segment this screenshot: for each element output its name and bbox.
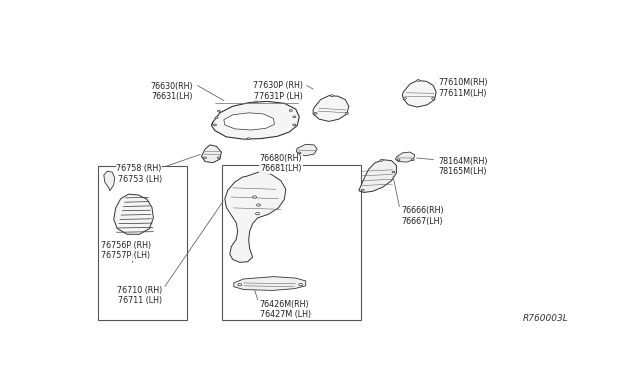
- Circle shape: [417, 80, 420, 81]
- Circle shape: [314, 112, 317, 114]
- Text: 76710 (RH)
76711 (LH): 76710 (RH) 76711 (LH): [116, 286, 162, 305]
- Polygon shape: [296, 144, 317, 156]
- Circle shape: [257, 204, 260, 206]
- Circle shape: [403, 97, 406, 99]
- Circle shape: [412, 159, 414, 161]
- Text: 76630(RH)
76631(LH): 76630(RH) 76631(LH): [150, 82, 193, 101]
- Circle shape: [292, 124, 296, 126]
- Text: 78164M(RH)
78165M(LH): 78164M(RH) 78165M(LH): [438, 157, 488, 176]
- Text: 76666(RH)
76667(LH): 76666(RH) 76667(LH): [401, 206, 444, 226]
- Circle shape: [255, 212, 260, 215]
- Circle shape: [298, 152, 301, 154]
- Text: 76680(RH)
76681(LH): 76680(RH) 76681(LH): [260, 154, 302, 173]
- Polygon shape: [225, 172, 286, 262]
- Circle shape: [299, 283, 303, 286]
- Polygon shape: [202, 145, 221, 163]
- Text: 77610M(RH)
77611M(LH): 77610M(RH) 77611M(LH): [438, 78, 488, 98]
- Polygon shape: [114, 194, 154, 234]
- Polygon shape: [313, 96, 349, 121]
- Circle shape: [380, 160, 383, 161]
- Text: 76756P (RH)
76757P (LH): 76756P (RH) 76757P (LH): [101, 241, 151, 260]
- Circle shape: [397, 159, 400, 161]
- Circle shape: [237, 283, 242, 286]
- Circle shape: [361, 189, 364, 191]
- Polygon shape: [396, 152, 415, 162]
- Circle shape: [247, 138, 250, 140]
- Polygon shape: [359, 160, 396, 192]
- Bar: [99, 166, 187, 320]
- Circle shape: [330, 95, 333, 96]
- Text: 76758 (RH)
76753 (LH): 76758 (RH) 76753 (LH): [116, 164, 162, 184]
- Polygon shape: [211, 101, 300, 139]
- Text: R760003L: R760003L: [523, 314, 568, 323]
- Circle shape: [289, 110, 292, 111]
- Circle shape: [253, 196, 257, 198]
- Bar: [222, 165, 361, 320]
- Polygon shape: [234, 277, 306, 291]
- Circle shape: [215, 117, 218, 119]
- Text: 76426M(RH)
76427M (LH): 76426M(RH) 76427M (LH): [260, 299, 310, 319]
- Polygon shape: [224, 113, 275, 130]
- Polygon shape: [104, 171, 115, 191]
- Circle shape: [218, 157, 220, 158]
- Polygon shape: [129, 247, 134, 254]
- Circle shape: [292, 116, 296, 118]
- Circle shape: [431, 97, 435, 99]
- Polygon shape: [403, 80, 436, 107]
- Text: 77630P (RH)
77631P (LH): 77630P (RH) 77631P (LH): [253, 81, 303, 101]
- Circle shape: [255, 101, 257, 103]
- Circle shape: [204, 157, 207, 158]
- Circle shape: [213, 124, 216, 126]
- Circle shape: [218, 110, 220, 112]
- Circle shape: [392, 171, 395, 173]
- Circle shape: [346, 112, 348, 114]
